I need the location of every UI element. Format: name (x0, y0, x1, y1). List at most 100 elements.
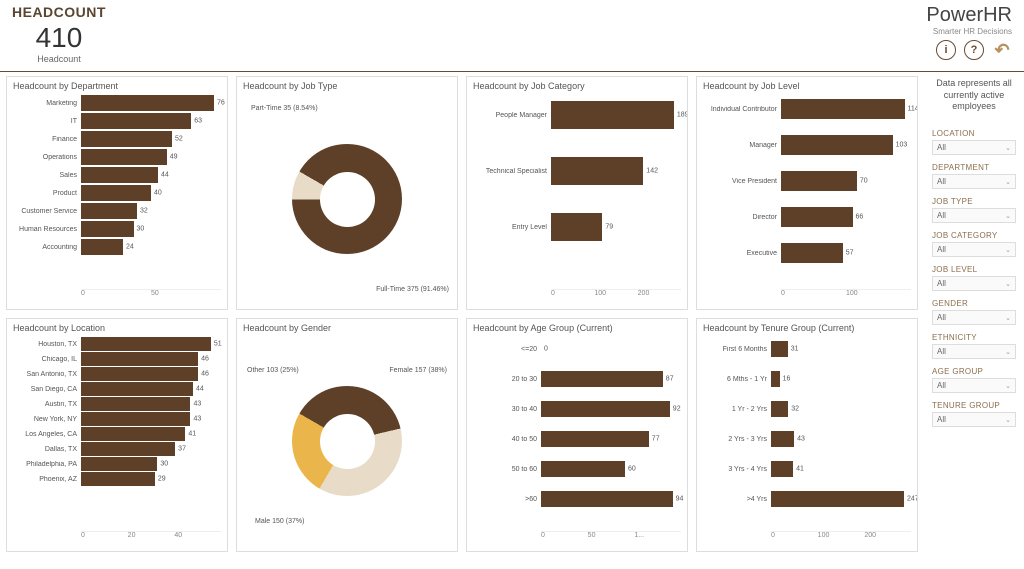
bar-value: 57 (846, 250, 854, 257)
bar-value: 51 (214, 341, 222, 348)
card-jobtype[interactable]: Headcount by Job Type Part-Time 35 (8.54… (236, 76, 458, 310)
bar-track: 94 (541, 487, 681, 511)
bar-fill[interactable] (781, 99, 905, 119)
chevron-down-icon: ⌄ (1005, 212, 1011, 220)
bar-fill[interactable] (81, 352, 198, 366)
bar-fill[interactable] (81, 457, 157, 471)
back-icon[interactable]: ↶ (992, 40, 1012, 60)
bar-fill[interactable] (81, 167, 158, 183)
bar-track: 49 (81, 149, 221, 165)
bar-fill[interactable] (771, 401, 788, 418)
filter-tenure-group: TENURE GROUPAll⌄ (932, 401, 1016, 427)
bar-fill[interactable] (541, 491, 673, 508)
bar-row: Phoenix, AZ29 (13, 472, 221, 486)
bar-track: 52 (81, 131, 221, 147)
bar-fill[interactable] (81, 472, 155, 486)
filter-select[interactable]: All⌄ (932, 378, 1016, 393)
filter-value: All (937, 313, 946, 322)
bar-label: Director (703, 214, 781, 221)
bar-row: Technical Specialist142 (473, 151, 681, 191)
bar-label: >4 Yrs (703, 496, 771, 503)
card-location[interactable]: Headcount by Location Houston, TX51Chica… (6, 318, 228, 552)
bar-label: Sales (13, 172, 81, 179)
filter-select[interactable]: All⌄ (932, 208, 1016, 223)
bar-fill[interactable] (81, 367, 198, 381)
bar-fill[interactable] (81, 397, 190, 411)
bar-label: San Antonio, TX (13, 371, 81, 378)
bar-fill[interactable] (771, 371, 780, 388)
bar-fill[interactable] (81, 427, 185, 441)
filter-select[interactable]: All⌄ (932, 140, 1016, 155)
filter-value: All (937, 143, 946, 152)
bar-fill[interactable] (771, 431, 794, 448)
bar-track: 189 (551, 95, 681, 135)
bar-track: 51 (81, 337, 221, 351)
card-joblevel[interactable]: Headcount by Job Level Individual Contri… (696, 76, 918, 310)
card-gender[interactable]: Headcount by Gender Female 157 (38%) Mal… (236, 318, 458, 552)
bar-fill[interactable] (81, 412, 190, 426)
bar-fill[interactable] (551, 213, 602, 241)
filter-select[interactable]: All⌄ (932, 344, 1016, 359)
chevron-down-icon: ⌄ (1005, 178, 1011, 186)
filter-select[interactable]: All ⌄ (932, 174, 1016, 189)
page-title: HEADCOUNT (12, 4, 106, 20)
filter-value: All (937, 177, 946, 186)
bar-fill[interactable] (771, 341, 788, 358)
bar-fill[interactable] (81, 221, 134, 237)
chart-joblevel: Individual Contributor114Manager103Vice … (703, 95, 911, 303)
bar-fill[interactable] (81, 95, 214, 111)
info-icon[interactable]: i (936, 40, 956, 60)
bar-track: 87 (541, 367, 681, 391)
filter-select[interactable]: All⌄ (932, 276, 1016, 291)
bar-fill[interactable] (81, 113, 191, 129)
bar-fill[interactable] (81, 149, 167, 165)
x-axis: 0100200 (771, 531, 911, 545)
sidebar-note: Data represents all currently active emp… (932, 78, 1016, 113)
bar-fill[interactable] (551, 101, 674, 129)
bar-label: Customer Service (13, 208, 81, 215)
bar-fill[interactable] (81, 203, 137, 219)
filter-select[interactable]: All⌄ (932, 242, 1016, 257)
bar-fill[interactable] (771, 461, 793, 478)
bar-fill[interactable] (81, 131, 172, 147)
filter-select[interactable]: All⌄ (932, 412, 1016, 427)
axis-tick: 0 (541, 532, 588, 545)
axis-tick: 50 (588, 532, 635, 545)
filter-label: LOCATION (932, 129, 1016, 138)
bar-fill[interactable] (81, 442, 175, 456)
bar-fill[interactable] (81, 185, 151, 201)
chevron-down-icon: ⌄ (1005, 416, 1011, 424)
bar-fill[interactable] (81, 382, 193, 396)
bar-fill[interactable] (771, 491, 904, 508)
filter-select[interactable]: All⌄ (932, 310, 1016, 325)
card-title: Headcount by Tenure Group (Current) (703, 323, 911, 333)
card-tenuregroup[interactable]: Headcount by Tenure Group (Current) Firs… (696, 318, 918, 552)
bar-fill[interactable] (541, 371, 663, 388)
card-department[interactable]: Headcount by Department Marketing76IT63F… (6, 76, 228, 310)
bar-fill[interactable] (541, 461, 625, 478)
bar-value: 0 (544, 346, 548, 353)
filter-value: All (937, 279, 946, 288)
bar-fill[interactable] (781, 243, 843, 263)
bar-label: Los Angeles, CA (13, 431, 81, 438)
bar-value: 16 (783, 376, 791, 383)
bar-label: San Diego, CA (13, 386, 81, 393)
bar-fill[interactable] (541, 431, 649, 448)
bar-label: 30 to 40 (473, 406, 541, 413)
bar-value: 44 (161, 172, 169, 179)
header: HEADCOUNT 410 Headcount PowerHR Smarter … (0, 0, 1024, 72)
bar-label: 1 Yr - 2 Yrs (703, 406, 771, 413)
bar-label: <=20 (473, 346, 541, 353)
bar-fill[interactable] (81, 337, 211, 351)
bar-fill[interactable] (81, 239, 123, 255)
bar-fill[interactable] (781, 135, 893, 155)
bar-fill[interactable] (781, 171, 857, 191)
bar-fill[interactable] (541, 401, 670, 418)
bar-row: IT63 (13, 113, 221, 129)
card-agegroup[interactable]: Headcount by Age Group (Current) <=20020… (466, 318, 688, 552)
help-icon[interactable]: ? (964, 40, 984, 60)
bar-fill[interactable] (551, 157, 643, 185)
card-jobcategory[interactable]: Headcount by Job Category People Manager… (466, 76, 688, 310)
bar-fill[interactable] (781, 207, 853, 227)
bar-label: Individual Contributor (703, 106, 781, 113)
